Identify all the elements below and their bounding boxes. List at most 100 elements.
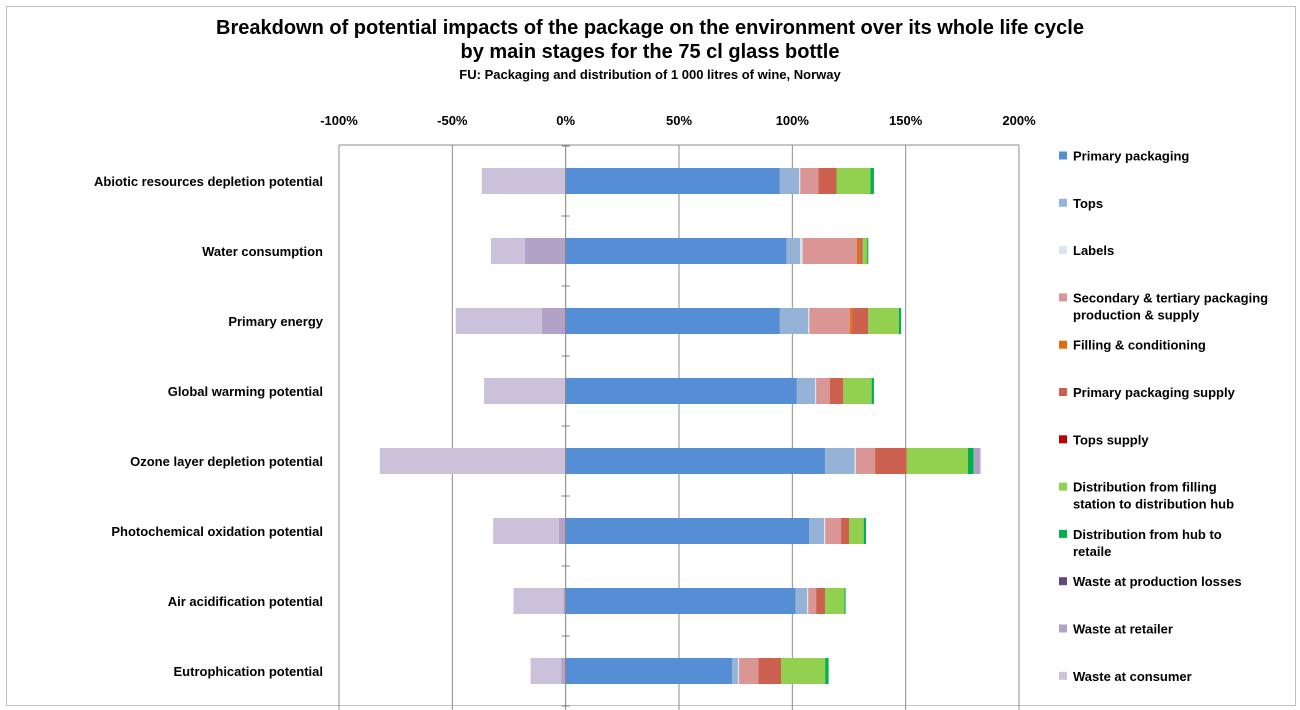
chart-frame — [6, 6, 1296, 706]
bar-segment — [836, 168, 871, 194]
legend-swatch — [1059, 577, 1067, 586]
legend-entry: Distribution from hub to retaile — [1059, 527, 1222, 559]
legend-entry: Secondary & tertiary packaging production… — [1059, 290, 1268, 322]
bar-segment — [758, 658, 781, 684]
legend-label: Labels — [1073, 243, 1114, 258]
x-tick-label: 100% — [776, 113, 810, 128]
bar-segment — [841, 518, 849, 544]
legend-label: Waste at consumer — [1073, 669, 1192, 684]
bar-segment — [800, 238, 803, 264]
bar-segment — [809, 518, 825, 544]
legend-label: Secondary & tertiary packaging production… — [1073, 290, 1268, 322]
legend-swatch — [1059, 624, 1067, 633]
bar-segment — [558, 518, 566, 544]
bar-segment — [484, 378, 566, 404]
legend-label: Waste at production losses — [1073, 574, 1242, 589]
axes — [338, 144, 1020, 710]
legend-swatch — [1059, 435, 1067, 444]
bar-segment — [825, 518, 842, 544]
bar-segment — [565, 588, 796, 614]
bar-segment — [968, 448, 974, 474]
bar-segment — [829, 378, 844, 404]
legend-label: Distribution from hub to retaile — [1073, 527, 1222, 559]
bar-segment — [802, 238, 857, 264]
legend-entry: Tops supply — [1059, 432, 1149, 447]
bar-segment — [490, 238, 525, 264]
legend-swatch — [1059, 340, 1067, 349]
bar-segment — [808, 588, 817, 614]
legend-label: Primary packaging supply — [1073, 385, 1236, 400]
bar-segment — [737, 658, 740, 684]
bar-segment — [863, 518, 866, 544]
bar-segment — [779, 308, 809, 334]
legend-swatch — [1059, 151, 1067, 160]
category-label: Primary energy — [228, 314, 323, 329]
legend-entry: Tops — [1059, 196, 1103, 211]
bar-segment — [854, 448, 856, 474]
bar-segment — [818, 168, 837, 194]
category-label: Air acidification potential — [168, 594, 323, 609]
bar-segment — [816, 378, 830, 404]
bar-segment — [875, 448, 907, 474]
bar-segment — [855, 448, 876, 474]
legend-swatch — [1059, 246, 1067, 255]
legend-label: Waste at retailer — [1073, 622, 1173, 637]
bar-segment — [781, 658, 826, 684]
category-label: Ozone layer depletion potential — [130, 454, 323, 469]
chart-title: Breakdown of potential impacts of the pa… — [216, 17, 1084, 39]
bar-segment — [786, 238, 801, 264]
x-tick-label: -100% — [320, 113, 358, 128]
bar-segment — [862, 238, 868, 264]
legend-entry: Filling & conditioning — [1059, 338, 1206, 353]
category-label: Water consumption — [202, 244, 323, 259]
bar-segment — [867, 238, 869, 264]
bar-segment — [561, 658, 566, 684]
bar-segment — [816, 588, 826, 614]
bar-segment — [825, 588, 845, 614]
legend-label: Tops supply — [1073, 432, 1149, 447]
x-tick-labels: -100% -50% 0% 50% 100% 150% 200% — [320, 113, 1036, 128]
legend-entry: Labels — [1059, 243, 1114, 258]
bar-segment — [824, 518, 826, 544]
bar-segment — [799, 168, 801, 194]
bar-segment — [809, 308, 851, 334]
bar-segment — [565, 168, 780, 194]
legend-entry: Primary packaging supply — [1059, 385, 1236, 400]
gridlines — [338, 145, 1020, 710]
legend-label: Tops — [1073, 196, 1103, 211]
bar-segment — [844, 588, 846, 614]
legend-entry: Primary packaging — [1059, 149, 1189, 164]
bar-segment — [565, 658, 733, 684]
bar-segment — [973, 448, 981, 474]
legend-swatch — [1059, 482, 1067, 491]
bar-segment — [779, 168, 800, 194]
bar-segment — [898, 308, 902, 334]
bar-segment — [871, 378, 874, 404]
bar-segment — [796, 378, 815, 404]
bar-segment — [565, 238, 787, 264]
bar-segment — [859, 238, 863, 264]
bar-segment — [870, 168, 874, 194]
bar-segment — [815, 378, 817, 404]
bar-segment — [808, 308, 810, 334]
category-labels: Abiotic resources depletion potential Wat… — [94, 174, 324, 679]
bar-segment — [481, 168, 566, 194]
bar-segment — [906, 448, 968, 474]
x-tick-label: -50% — [437, 113, 468, 128]
bar-segment — [493, 518, 559, 544]
x-tick-label: 200% — [1002, 113, 1036, 128]
bar-segment — [825, 448, 855, 474]
x-tick-label: 0% — [556, 113, 575, 128]
bar-segment — [565, 448, 826, 474]
chart-title-line2: by main stages for the 75 cl glass bottl… — [460, 41, 840, 63]
bar-segment — [868, 308, 899, 334]
legend-entry: Waste at retailer — [1059, 622, 1173, 637]
bar-segment — [732, 658, 738, 684]
bar-segment — [565, 308, 780, 334]
bar-segment — [856, 238, 860, 264]
x-tick-label: 50% — [666, 113, 692, 128]
legend-swatch — [1059, 388, 1067, 396]
bar-segment — [565, 518, 810, 544]
bar-segment — [530, 658, 562, 684]
